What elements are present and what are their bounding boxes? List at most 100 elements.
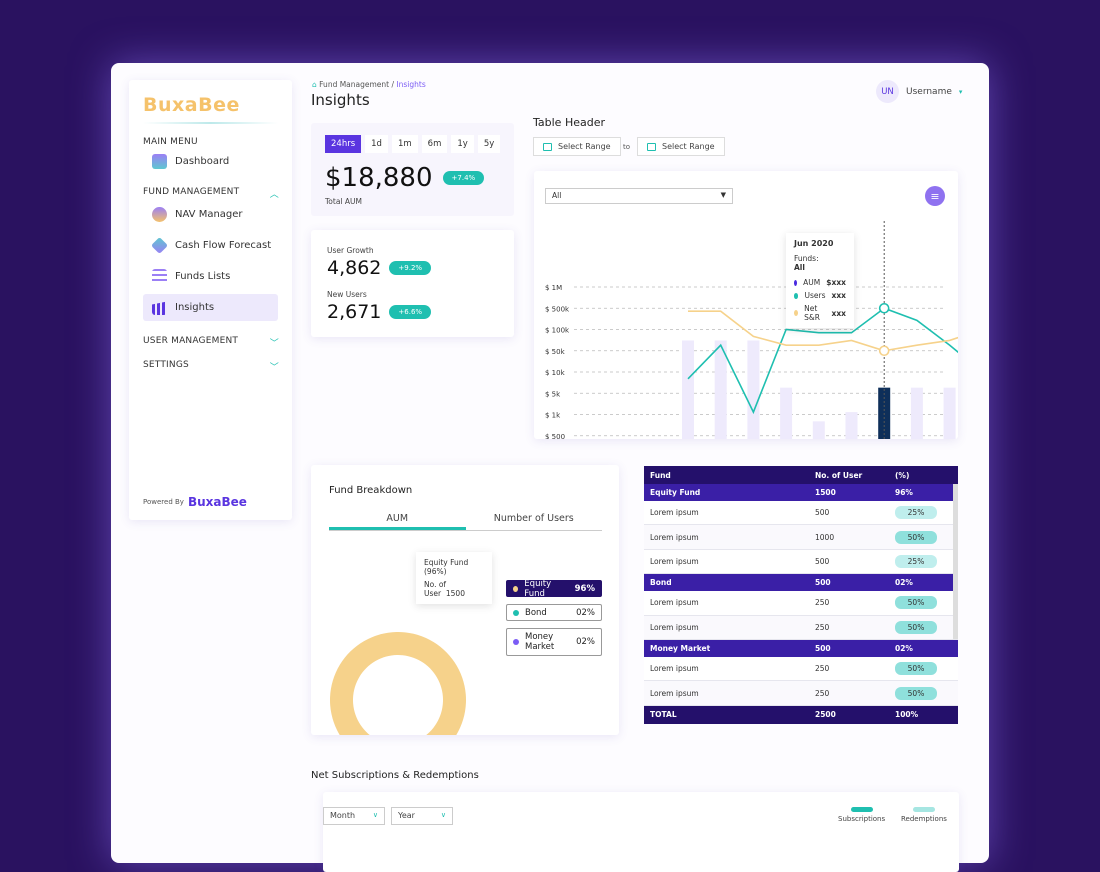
period-tab-1d[interactable]: 1d <box>365 135 388 153</box>
legend-equity-fund[interactable]: Equity Fund 96% <box>506 578 602 599</box>
label: Cash Flow Forecast <box>175 240 272 251</box>
value: Year <box>398 811 415 820</box>
tab-aum[interactable]: AUM <box>329 509 466 530</box>
period-tab-1m[interactable]: 1m <box>391 135 418 153</box>
sidebar-item-funds-lists[interactable]: Funds Lists <box>143 263 278 290</box>
breadcrumb-parent[interactable]: Fund Management <box>319 80 390 89</box>
period-tabs: 24hrs 1d 1m 6m 1y 5y <box>325 135 501 153</box>
donut-chart <box>330 632 466 735</box>
range-from-button[interactable]: Select Range <box>533 137 621 156</box>
legend-money-market[interactable]: Money Market 02% <box>506 628 602 656</box>
cell: 02% <box>895 578 913 588</box>
range-to-button[interactable]: Select Range <box>637 137 725 156</box>
user-stats-card: User Growth 4,862 +9.2% New Users 2,671 +6… <box>311 230 514 337</box>
database-icon <box>152 207 167 222</box>
label: Funds Lists <box>175 271 231 282</box>
percent-badge: 25% <box>895 506 937 520</box>
bar-jun-2020 <box>845 412 858 439</box>
aum-card: 24hrs 1d 1m 6m 1y 5y $18,880 +7.4% Total AUM <box>311 123 514 216</box>
tab-number-of-users[interactable]: Number of Users <box>493 513 574 524</box>
cell: 100% <box>895 710 919 720</box>
year-select[interactable]: Year ∨ <box>391 807 453 825</box>
y-tick-label: $ 1M <box>545 284 562 292</box>
cell: Bond <box>650 578 672 588</box>
table-group-row: Money Market 500 02% <box>644 639 958 657</box>
home-icon[interactable]: ⌂ <box>312 80 317 89</box>
legend-dot <box>794 292 799 299</box>
legend-dot <box>794 279 798 286</box>
sidebar-item-insights[interactable]: Insights <box>143 294 278 321</box>
caret-down-icon: ▼ <box>720 191 726 199</box>
scrollbar[interactable] <box>953 484 958 639</box>
month-select[interactable]: Month ∨ <box>323 807 385 825</box>
calendar-icon <box>543 142 552 151</box>
y-tick-label: $ 1k <box>545 412 561 420</box>
chevron-down-icon: ﹀ <box>269 363 279 373</box>
legend-dot <box>513 639 519 645</box>
users-marker <box>878 302 890 314</box>
netsr-marker <box>878 345 890 357</box>
cell: 50% <box>895 686 955 700</box>
cell: 1000 <box>815 532 835 542</box>
cell: 250 <box>815 598 830 608</box>
legend-bond[interactable]: Bond 02% <box>506 604 602 621</box>
cell: 1500 <box>815 488 836 497</box>
user-menu[interactable]: UN Username ▾ <box>876 80 962 103</box>
table-header-title: Table Header <box>533 116 605 129</box>
series-name: Users <box>804 291 826 300</box>
tooltip-title: Equity Fund (96%) <box>424 558 469 576</box>
table-row: Lorem ipsum 250 50% <box>644 591 958 616</box>
period-tab-5y[interactable]: 5y <box>477 135 501 153</box>
chevron-down-icon: ∨ <box>440 811 446 819</box>
tooltip-value: 1500 <box>445 589 465 598</box>
net-sr-title: Net Subscriptions & Redemptions <box>311 770 479 781</box>
section-user-management[interactable]: USER MANAGEMENT ﹀ <box>143 336 279 349</box>
sidebar-item-cash-flow-forecast[interactable]: Cash Flow Forecast <box>143 232 278 259</box>
page-title: Insights <box>311 91 370 109</box>
legend-pct: 02% <box>576 637 595 647</box>
series-value: xxx <box>831 308 846 318</box>
table-row: Lorem ipsum 250 50% <box>644 656 958 682</box>
legend-pct: 96% <box>574 583 595 594</box>
series-value: xxx <box>831 291 846 300</box>
fund-table: Fund No. of User (%) Equity Fund 1500 96% Lore… <box>644 466 958 724</box>
new-users-value: 2,671 <box>327 301 382 323</box>
legend-redemptions: Redemptions <box>901 807 947 823</box>
chevron-down-icon: ▾ <box>958 87 963 96</box>
y-tick-label: $ 50k <box>545 348 566 356</box>
period-tab-6m[interactable]: 6m <box>421 135 448 153</box>
cell: 500 <box>815 508 830 518</box>
cell: 50% <box>895 596 955 610</box>
sidebar-item-nav-manager[interactable]: NAV Manager <box>143 201 278 228</box>
label: Powered By <box>143 498 184 506</box>
bar-may-2020 <box>812 421 825 439</box>
legend-name: Money Market <box>525 632 555 652</box>
bar-sep-2020 <box>943 387 956 439</box>
fund-breakdown-card: Fund Breakdown AUM Number of Users Equity… <box>311 465 619 735</box>
percent-badge: 50% <box>895 620 937 634</box>
cell: Money Market <box>650 643 711 653</box>
cell: (%) <box>895 470 910 480</box>
filter-icon[interactable]: ≡ <box>925 186 945 206</box>
to-label: to <box>623 143 631 151</box>
fund-filter-select[interactable]: All ▼ <box>545 188 733 204</box>
percent-badge: 50% <box>895 662 937 676</box>
cell: Lorem ipsum <box>650 664 699 674</box>
period-tab-24hrs[interactable]: 24hrs <box>325 135 362 153</box>
breadcrumb-current: Insights <box>396 80 426 89</box>
percent-badge: 50% <box>895 530 937 544</box>
aum-chart: $ 100$ 500$ 1k$ 5k$ 10k$ 50k$ 100k$ 500k… <box>545 221 958 439</box>
forecast-icon <box>151 237 168 254</box>
section-main-menu: MAIN MENU <box>143 137 198 147</box>
legend-name: Equity Fund <box>524 578 552 599</box>
table-header-row: Fund No. of User (%) <box>644 466 958 484</box>
cell: 500 <box>815 643 831 653</box>
section-settings[interactable]: SETTINGS ﹀ <box>143 360 279 373</box>
table-group-row: Equity Fund 1500 96% <box>644 484 958 501</box>
table-total-row: TOTAL 2500 100% <box>644 705 958 724</box>
cell: No. of User <box>815 470 863 480</box>
sidebar-item-dashboard[interactable]: Dashboard <box>143 148 278 175</box>
percent-badge: 50% <box>895 596 937 610</box>
period-tab-1y[interactable]: 1y <box>451 135 474 153</box>
section-fund-management[interactable]: FUND MANAGEMENT ︿ <box>143 187 279 200</box>
